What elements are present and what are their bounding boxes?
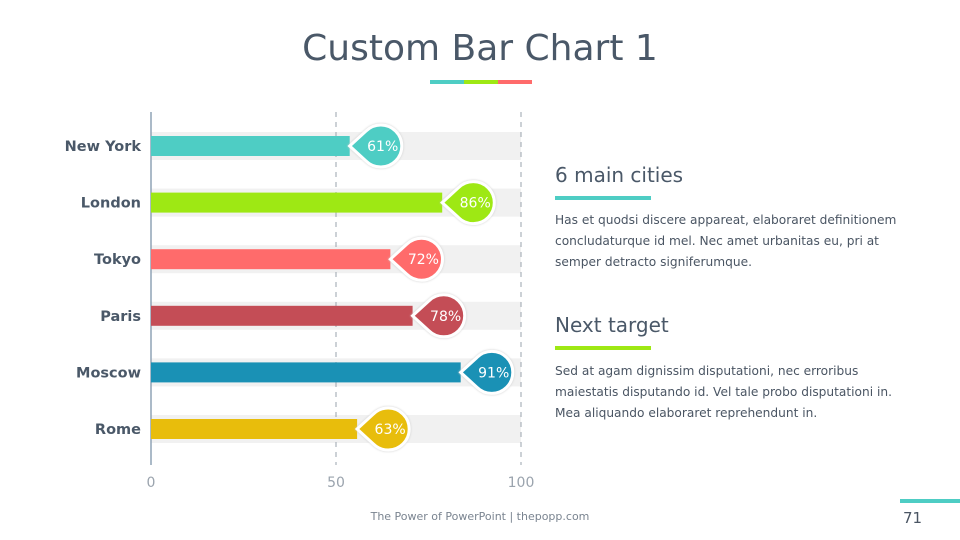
section-body-target: Sed at agam dignissim disputationi, nec … (555, 364, 892, 420)
value-marker (458, 349, 515, 395)
page-number: 71 (903, 509, 923, 527)
title-accent-teal (430, 80, 464, 84)
title-accent-red (498, 80, 532, 84)
footer-text: The Power of PowerPoint | thepopp.com (370, 510, 590, 523)
x-tick-label: 50 (327, 475, 345, 491)
data-label: 72% (408, 252, 439, 268)
bar-chart: 0 50 100 New York 61% London 86% Tokyo 72% Paris 7… (65, 112, 535, 491)
data-label: 61% (367, 139, 398, 155)
value-marker (354, 406, 411, 452)
data-label: 78% (430, 309, 461, 325)
section-heading-cities: 6 main cities (555, 163, 684, 187)
x-tick-label: 100 (508, 475, 535, 491)
page-number-accent (900, 499, 960, 503)
bar (151, 305, 413, 326)
value-marker (410, 293, 467, 339)
title-accent-green (464, 80, 498, 84)
category-label: Rome (95, 422, 141, 438)
bar (151, 419, 358, 439)
data-label: 86% (460, 196, 491, 212)
category-label: Moscow (76, 365, 141, 381)
section-heading-target: Next target (555, 313, 669, 337)
section-body-cities: Has et quodsi discere appareat, elaborar… (555, 213, 897, 269)
bar (151, 249, 391, 270)
slide-title: Custom Bar Chart 1 (302, 28, 658, 69)
x-tick-label: 0 (147, 475, 156, 491)
category-label: London (81, 196, 141, 212)
value-marker (388, 236, 444, 282)
bar (151, 362, 461, 383)
bar (151, 192, 443, 213)
category-label: New York (65, 139, 142, 155)
section-underline-target (555, 346, 651, 350)
category-label: Paris (100, 309, 141, 325)
category-label: Tokyo (94, 252, 141, 268)
value-marker (347, 123, 404, 169)
data-label: 63% (375, 422, 406, 438)
bar (151, 136, 350, 156)
data-label: 91% (478, 365, 509, 381)
value-marker (439, 180, 496, 226)
section-underline-cities (555, 196, 651, 200)
